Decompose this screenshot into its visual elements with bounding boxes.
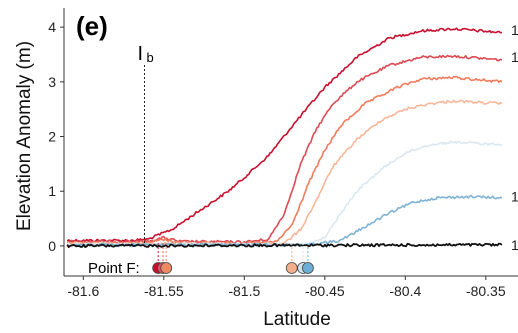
ib-label: I <box>137 43 143 65</box>
right-edge-label: 1 <box>511 189 518 205</box>
point-f-marker <box>160 262 173 274</box>
point-f-marker <box>285 262 298 274</box>
x-tick-label: -81.6 <box>67 283 99 299</box>
series-line-4 <box>67 99 503 247</box>
y-tick-label: 4 <box>48 19 56 35</box>
x-tick-label: -80.35 <box>466 283 506 299</box>
right-edge-label: 1 <box>511 22 518 38</box>
x-axis-title: Latitude <box>263 309 331 330</box>
x-tick-label: -80.4 <box>389 283 421 299</box>
y-tick-label: 3 <box>48 74 56 90</box>
series-line-2 <box>66 54 503 244</box>
y-tick-label: 1 <box>48 183 56 199</box>
series-line-7 <box>66 242 503 249</box>
y-axis-title: Elevation Anomaly (m) <box>14 41 35 231</box>
series-line-6 <box>67 194 503 247</box>
y-tick-label: 2 <box>48 129 56 145</box>
x-tick-label: -80.45 <box>305 283 345 299</box>
series-layer: 1 1 1 1 <box>66 22 518 253</box>
panel-label: (e) <box>76 11 108 41</box>
x-tick-label: -81.55 <box>144 283 184 299</box>
x-tick-label: -81.5 <box>228 283 260 299</box>
ib-label-subscript: b <box>146 50 153 65</box>
point-f-label: Point F: <box>88 260 140 277</box>
right-edge-label: 1 <box>511 237 518 253</box>
axes-layer: 0 1 2 3 4 -81.6 -81.55 -81.5 -80.45 -80.4 -80.35 <box>48 8 518 299</box>
y-tick-label: 0 <box>48 238 56 254</box>
series-line-1 <box>66 27 502 243</box>
right-edge-label: 1 <box>511 49 518 65</box>
point-f-marker <box>302 262 314 274</box>
